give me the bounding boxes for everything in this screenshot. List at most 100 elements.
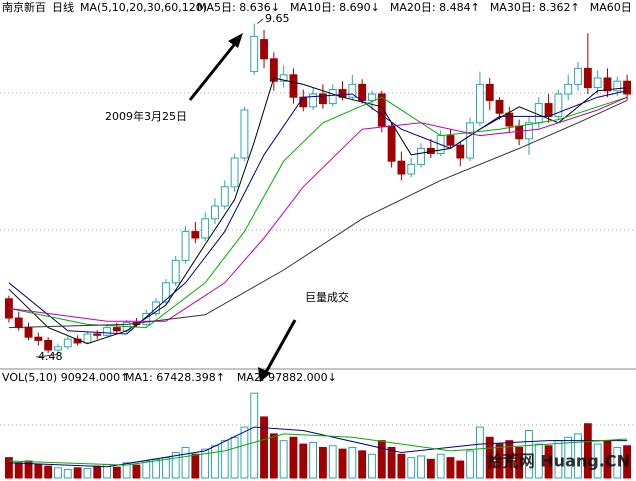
ma-line [8, 426, 628, 468]
legend-entry: MA30日: 8.362↑ [490, 1, 580, 14]
candle-body [368, 93, 376, 101]
arrow [263, 319, 297, 375]
legend-entry: MA2: 97882.000↓ [237, 371, 337, 384]
candle-body [103, 327, 111, 336]
volume-bar [623, 445, 632, 479]
candle-body [250, 35, 259, 73]
annotation: 巨量成交 [305, 290, 349, 304]
candle-body [14, 317, 23, 329]
volume-bar [426, 458, 435, 479]
candle-body [485, 83, 494, 101]
volume-bar [4, 457, 13, 479]
candle-body [417, 147, 425, 165]
volume-bar [54, 467, 62, 479]
volume-bar [309, 441, 318, 479]
volume-bar [377, 440, 386, 479]
candle-body [495, 99, 504, 114]
candle-body [515, 125, 524, 140]
volume-bar [534, 443, 543, 479]
watermark: 拾荒网 Huang.CN [487, 452, 630, 471]
volume-bar [397, 453, 406, 479]
volume-bar [368, 453, 376, 479]
candle-body [456, 144, 465, 159]
candle-body [534, 103, 543, 124]
legend-entry: MA20日: 8.484↑ [390, 1, 480, 14]
legend-entry: MA5日: 8.636↓ [197, 1, 280, 14]
volume-bar [328, 445, 337, 479]
candle-body [407, 163, 416, 175]
volume-bar [93, 465, 102, 479]
volume-bar [260, 416, 268, 479]
candle-body [397, 160, 406, 175]
volume-bar [466, 450, 475, 479]
volume-bar [338, 448, 347, 479]
volume-bar [14, 462, 23, 479]
candle-body [201, 218, 210, 239]
volume-bar [142, 460, 151, 479]
volume-bar [152, 458, 161, 479]
volume-bar [289, 436, 298, 479]
candle-body [44, 339, 53, 351]
legend-entry: 南京新百 [2, 0, 46, 14]
ma-line [8, 96, 628, 329]
candle-body [181, 231, 190, 261]
volume-bar [525, 430, 533, 479]
candle-body [387, 125, 396, 162]
volume-bar [240, 426, 249, 479]
volume-bar [358, 450, 367, 479]
candle-body [34, 336, 43, 341]
volume-bar [132, 464, 141, 479]
volume-bar [181, 446, 190, 479]
volume-bar [613, 446, 622, 479]
candle-body [544, 103, 553, 117]
volume-bar [485, 436, 494, 479]
candle-body [446, 135, 455, 146]
candle-body [220, 186, 229, 207]
candle-body [564, 83, 573, 95]
volume-bar [348, 446, 357, 479]
volume-bar [269, 433, 278, 479]
volume-bar [544, 445, 553, 479]
candle-body [269, 58, 278, 82]
candle-body [24, 327, 33, 338]
volume-bar [112, 466, 121, 479]
volume-bar [211, 445, 219, 479]
volume-bar [44, 465, 53, 479]
volume-bar [191, 453, 200, 479]
high-label: 9.65 [265, 12, 290, 25]
volume-bar [387, 446, 396, 479]
candle-body [574, 67, 582, 85]
candle-body [289, 74, 298, 98]
arrow [188, 39, 240, 101]
volume-bar [34, 463, 43, 479]
annotation: 2009年3月25日 [105, 109, 187, 123]
candle-body [593, 77, 602, 89]
candle-body [161, 282, 170, 303]
volume-bar [83, 468, 92, 479]
volume-bar [436, 453, 445, 479]
legend-entry: MA60日 [590, 1, 632, 14]
volume-bar [417, 455, 425, 479]
legend-entry: MA10日: 8.690↓ [290, 1, 380, 14]
candle-body [260, 39, 268, 60]
candle-body [142, 313, 151, 325]
volume-bar [220, 440, 229, 479]
volume-bar [318, 446, 327, 479]
volume-bar [446, 457, 455, 479]
candle-body [93, 333, 102, 336]
volume-bar [122, 462, 131, 479]
candle-body [475, 83, 484, 124]
candle-body [309, 93, 318, 108]
ma-line [8, 433, 628, 466]
arrow-head [258, 367, 271, 382]
candle-body [348, 83, 357, 98]
legend-entry: 日线 [52, 0, 74, 14]
volume-bar [171, 452, 180, 479]
candle-body [328, 89, 337, 105]
candle-body [299, 96, 308, 108]
candle-body [83, 333, 92, 344]
volume-bar [495, 443, 504, 479]
